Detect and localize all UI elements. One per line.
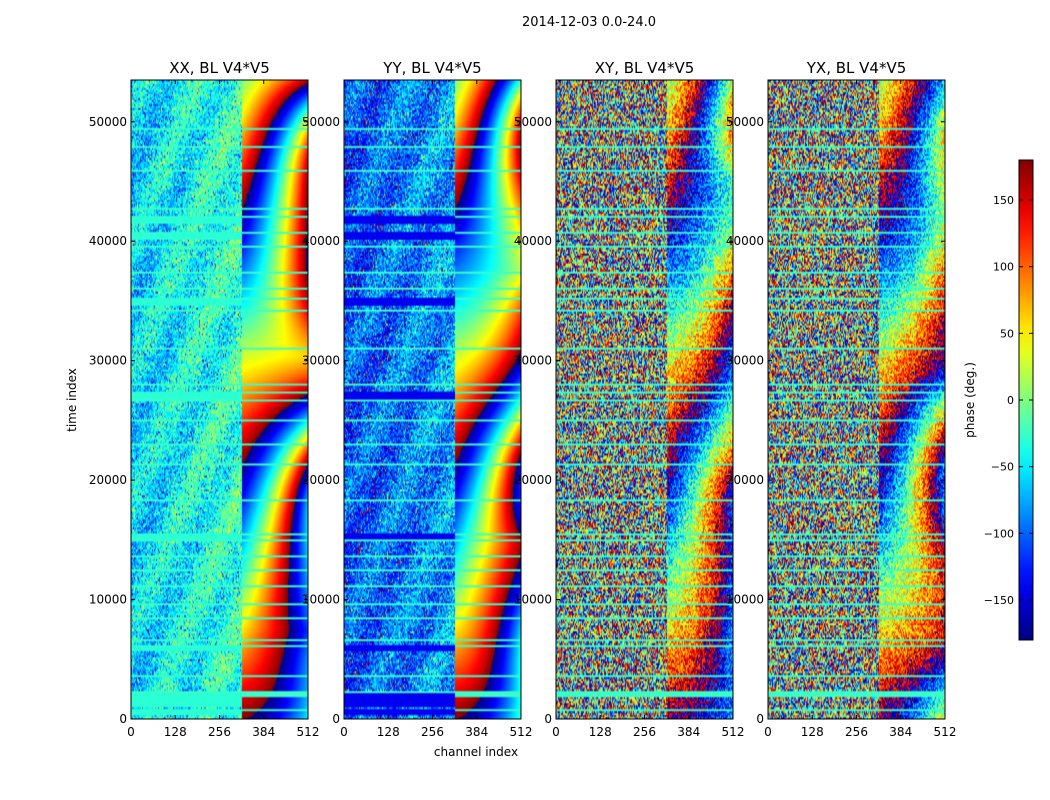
y-tick-label: 30000 bbox=[726, 354, 764, 368]
panel-3: XY, BL V4*V5 0 128 256 384 512 0 10000 20000 3000… bbox=[514, 59, 745, 739]
figure-title: 2014-12-03 0.0-24.0 bbox=[522, 15, 656, 30]
panel-2: YY, BL V4*V5 0 128 256 384 512 0 10000 20000 3000… bbox=[302, 59, 533, 739]
heatmap-image-1 bbox=[131, 80, 308, 719]
y-tick-label: 0 bbox=[756, 712, 764, 726]
x-tick-label: 128 bbox=[801, 725, 824, 739]
panel-title: YY, BL V4*V5 bbox=[382, 59, 481, 77]
x-tick-label: 0 bbox=[340, 725, 348, 739]
y-tick-label: 0 bbox=[544, 712, 552, 726]
x-tick-label: 256 bbox=[633, 725, 656, 739]
x-tick-label: 512 bbox=[722, 725, 745, 739]
x-tick-label: 512 bbox=[510, 725, 533, 739]
panel-title: YX, BL V4*V5 bbox=[806, 59, 907, 77]
y-tick-label: 50000 bbox=[302, 115, 340, 129]
panel-title: XY, BL V4*V5 bbox=[595, 59, 695, 77]
x-tick-label: 384 bbox=[252, 725, 275, 739]
x-tick-label: 384 bbox=[889, 725, 912, 739]
x-tick-label: 128 bbox=[589, 725, 612, 739]
x-tick-label: 256 bbox=[845, 725, 868, 739]
x-tick-label: 256 bbox=[421, 725, 444, 739]
heatmap-image-2 bbox=[344, 80, 521, 719]
y-tick-label: 10000 bbox=[302, 593, 340, 607]
colorbar-tick-label: 0 bbox=[1007, 394, 1014, 407]
colorbar-tick-label: −150 bbox=[984, 594, 1014, 607]
y-tick-label: 10000 bbox=[514, 593, 552, 607]
x-tick-label: 128 bbox=[377, 725, 400, 739]
y-tick-label: 50000 bbox=[514, 115, 552, 129]
x-axis-label: channel index bbox=[434, 745, 518, 759]
y-tick-label: 30000 bbox=[89, 354, 127, 368]
y-tick-label: 0 bbox=[332, 712, 340, 726]
x-tick-label: 0 bbox=[127, 725, 135, 739]
x-tick-label: 384 bbox=[465, 725, 488, 739]
panel-4: YX, BL V4*V5 0 128 256 384 512 0 10000 20000 3000… bbox=[726, 59, 957, 739]
colorbar-tick-label: 150 bbox=[993, 194, 1014, 207]
y-tick-label: 40000 bbox=[514, 234, 552, 248]
y-tick-label: 50000 bbox=[726, 115, 764, 129]
panel-title: XX, BL V4*V5 bbox=[169, 59, 270, 77]
panel-1: XX, BL V4*V5 0 128 256 384 512 0 10000 20000 3000… bbox=[89, 59, 320, 739]
y-tick-label: 40000 bbox=[302, 234, 340, 248]
x-tick-label: 0 bbox=[764, 725, 772, 739]
x-tick-label: 256 bbox=[208, 725, 231, 739]
y-tick-label: 0 bbox=[119, 712, 127, 726]
y-tick-label: 20000 bbox=[302, 473, 340, 487]
y-tick-label: 50000 bbox=[89, 115, 127, 129]
y-tick-label: 10000 bbox=[726, 593, 764, 607]
y-tick-label: 40000 bbox=[726, 234, 764, 248]
colorbar-tick-label: −50 bbox=[991, 461, 1014, 474]
y-tick-label: 40000 bbox=[89, 234, 127, 248]
x-tick-label: 0 bbox=[552, 725, 560, 739]
colorbar-tick-label: 50 bbox=[1000, 327, 1014, 340]
x-tick-label: 384 bbox=[677, 725, 700, 739]
heatmap-image-3 bbox=[556, 80, 733, 719]
y-tick-label: 20000 bbox=[514, 473, 552, 487]
x-tick-label: 128 bbox=[164, 725, 187, 739]
colorbar: −150 −100 −50 0 50 100 150 bbox=[984, 159, 1034, 641]
y-tick-label: 20000 bbox=[89, 473, 127, 487]
y-tick-label: 10000 bbox=[89, 593, 127, 607]
colorbar-tick-label: 100 bbox=[993, 261, 1014, 274]
x-tick-label: 512 bbox=[934, 725, 957, 739]
y-tick-label: 30000 bbox=[302, 354, 340, 368]
panels: XX, BL V4*V5 0 128 256 384 512 0 10000 20000 3000… bbox=[89, 59, 957, 739]
colorbar-tick-label: −100 bbox=[984, 527, 1014, 540]
y-axis-label: time index bbox=[65, 368, 79, 432]
y-tick-label: 20000 bbox=[726, 473, 764, 487]
heatmap-image-4 bbox=[768, 80, 945, 719]
x-tick-label: 512 bbox=[297, 725, 320, 739]
y-tick-label: 30000 bbox=[514, 354, 552, 368]
colorbar-label: phase (deg.) bbox=[963, 362, 977, 438]
